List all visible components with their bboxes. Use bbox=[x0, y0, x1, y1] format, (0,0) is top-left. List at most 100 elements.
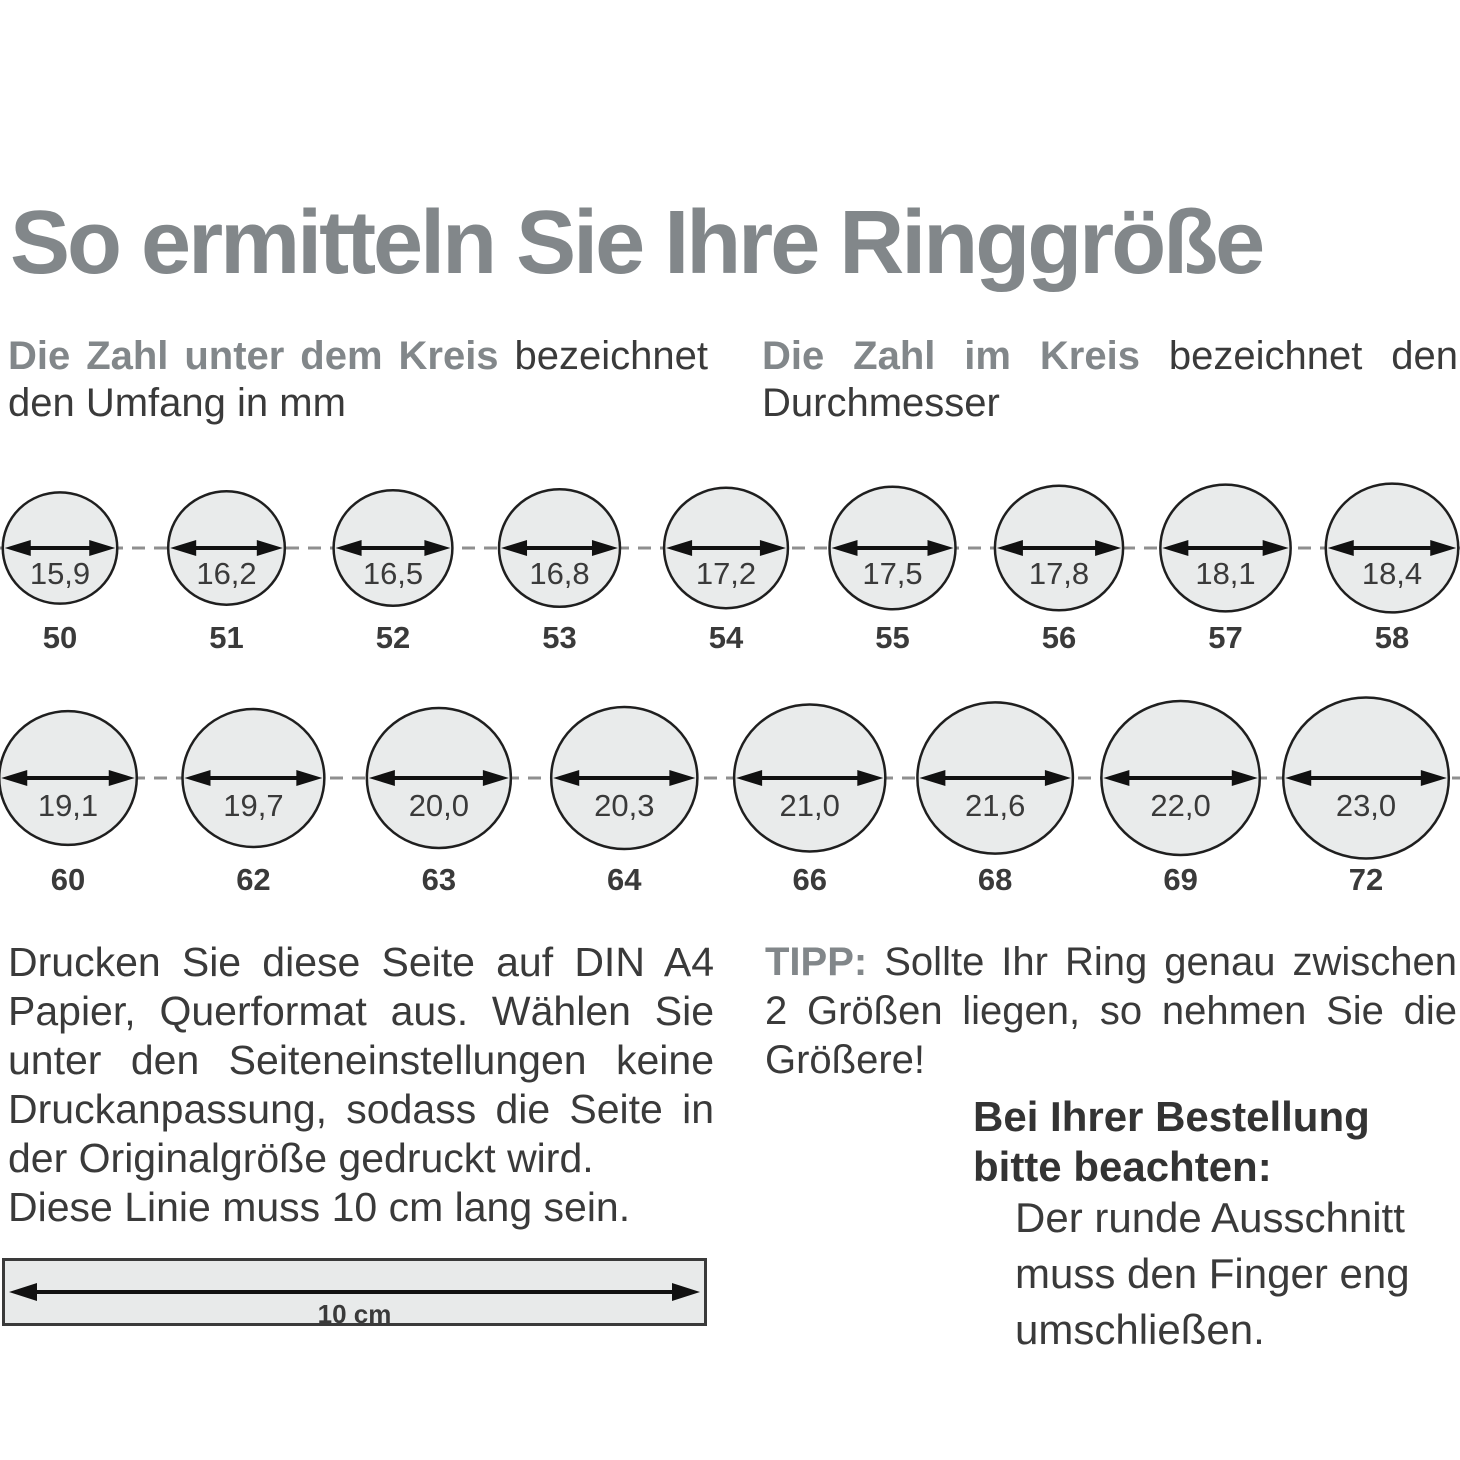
diameter-value: 15,9 bbox=[30, 556, 90, 591]
ring-circle: 17,8 56 bbox=[993, 484, 1125, 655]
ring-size-label: 52 bbox=[376, 620, 410, 655]
diameter-value: 17,2 bbox=[696, 556, 756, 591]
ring-size-label: 55 bbox=[875, 620, 909, 655]
ring-circle: 17,2 54 bbox=[662, 486, 790, 655]
diameter-value: 20,3 bbox=[594, 788, 654, 823]
diameter-value: 16,8 bbox=[529, 556, 589, 591]
subtitle-right-line2: Durchmesser bbox=[762, 381, 1000, 425]
instruction-line: Papier, Querformat aus. Wählen Sie bbox=[8, 988, 714, 1034]
ring-circle: 22,0 69 bbox=[1100, 699, 1262, 897]
ring-size-label: 68 bbox=[978, 862, 1012, 897]
ring-circle: 20,0 63 bbox=[365, 706, 513, 897]
arrowhead-right-icon bbox=[1044, 770, 1071, 786]
arrowhead-right-icon bbox=[1420, 770, 1447, 786]
arrowhead-right-icon bbox=[1262, 540, 1289, 556]
arrowhead-left-icon bbox=[1, 770, 28, 786]
ring-size-row-2: 19,1 60 19,7 62 20,0 63 20,3 64 21,0 66 21,6 68 22,0… bbox=[0, 696, 1460, 897]
ring-circle: 18,4 58 bbox=[1324, 482, 1460, 655]
tip-line1: TIPP: Sollte Ihr Ring genau zwischen bbox=[765, 938, 1457, 987]
arrowhead-right-icon bbox=[424, 540, 451, 556]
subtitle-right-line1: Die Zahl im Kreis bezeichnet den bbox=[762, 333, 1458, 380]
instruction-line: unter den Seiteneinstellungen keine bbox=[8, 1037, 714, 1083]
arrowhead-left-icon bbox=[996, 540, 1023, 556]
ring-circle: 19,1 60 bbox=[0, 709, 138, 897]
ring-size-label: 60 bbox=[51, 862, 85, 897]
arrowhead-right-icon bbox=[482, 770, 509, 786]
arrowhead-right-icon bbox=[591, 540, 618, 556]
diameter-value: 23,0 bbox=[1336, 788, 1396, 823]
arrowhead-right-icon bbox=[296, 770, 323, 786]
ring-size-label: 51 bbox=[209, 620, 243, 655]
arrowhead-left-icon bbox=[501, 540, 528, 556]
subtitle-left-rest: bezeichnet bbox=[514, 334, 708, 378]
arrowhead-right-icon bbox=[256, 540, 283, 556]
ring-size-label: 62 bbox=[236, 862, 270, 897]
ring-circle: 18,1 57 bbox=[1159, 483, 1292, 655]
arrowhead-right-icon bbox=[89, 540, 116, 556]
subtitle-left-accent: Die Zahl unter dem Kreis bbox=[8, 334, 499, 378]
arrowhead-right-icon bbox=[927, 540, 954, 556]
ring-circle: 23,0 72 bbox=[1281, 696, 1451, 897]
ruler-label: 10 cm bbox=[317, 1299, 392, 1329]
tip-block: TIPP: Sollte Ihr Ring genau zwischen 2 G… bbox=[765, 938, 1457, 1085]
subtitle-right-accent: Die Zahl im Kreis bbox=[762, 334, 1140, 378]
arrowhead-left-icon bbox=[1162, 540, 1189, 556]
ring-size-label: 66 bbox=[792, 862, 826, 897]
subtitle-left-line2: den Umfang in mm bbox=[8, 381, 346, 425]
order-note-body-line2: muss den Finger eng bbox=[1015, 1250, 1410, 1297]
order-note-body: Der runde Ausschnitt muss den Finger eng… bbox=[1015, 1190, 1455, 1358]
arrowhead-right-icon bbox=[1231, 770, 1258, 786]
arrowhead-left-icon bbox=[919, 770, 946, 786]
ring-size-label: 56 bbox=[1042, 620, 1076, 655]
diameter-value: 16,2 bbox=[196, 556, 256, 591]
diameter-value: 21,0 bbox=[780, 788, 840, 823]
ring-size-label: 50 bbox=[43, 620, 77, 655]
tip-label: TIPP: bbox=[765, 940, 868, 984]
arrowhead-left-icon bbox=[1103, 770, 1130, 786]
ring-size-label: 64 bbox=[607, 862, 642, 897]
diameter-value: 21,6 bbox=[965, 788, 1025, 823]
subtitle-right-rest: bezeichnet den bbox=[1168, 334, 1458, 378]
ruler-arrow-icon bbox=[9, 1283, 700, 1301]
instruction-line: Drucken Sie diese Seite auf DIN A4 bbox=[8, 939, 714, 985]
ring-size-label: 58 bbox=[1375, 620, 1409, 655]
ring-size-label: 57 bbox=[1208, 620, 1242, 655]
ring-size-label: 53 bbox=[542, 620, 576, 655]
diameter-value: 22,0 bbox=[1150, 788, 1210, 823]
arrowhead-right-icon bbox=[759, 540, 786, 556]
ring-size-row-1: 15,9 50 16,2 51 16,5 52 16,8 53 17,2 54 17,5 55 17,8… bbox=[0, 482, 1460, 655]
arrowhead-left-icon bbox=[368, 770, 395, 786]
diameter-value: 16,5 bbox=[363, 556, 423, 591]
arrowhead-left-icon bbox=[335, 540, 362, 556]
arrowhead-left-icon bbox=[1327, 540, 1354, 556]
diameter-value: 18,1 bbox=[1195, 556, 1255, 591]
ring-circle: 16,5 52 bbox=[332, 489, 454, 655]
arrowhead-left-icon bbox=[553, 770, 580, 786]
arrowhead-right-icon bbox=[1430, 540, 1457, 556]
order-note-heading: Bei Ihrer Bestellung bitte beachten: bbox=[973, 1092, 1453, 1192]
ring-size-label: 69 bbox=[1163, 862, 1197, 897]
ring-size-label: 63 bbox=[422, 862, 456, 897]
arrowhead-right-icon bbox=[1095, 540, 1122, 556]
instruction-line: der Originalgröße gedruckt wird. bbox=[8, 1135, 594, 1181]
diameter-value: 19,7 bbox=[223, 788, 283, 823]
subtitle-right: Die Zahl im Kreis bezeichnet den Durchme… bbox=[762, 333, 1458, 427]
arrowhead-left-icon bbox=[184, 770, 211, 786]
ring-circle: 21,0 66 bbox=[732, 703, 887, 897]
subtitle-left-line1: Die Zahl unter dem Kreis bezeichnet bbox=[8, 333, 708, 380]
subtitle-left: Die Zahl unter dem Kreis bezeichnet den … bbox=[8, 333, 708, 427]
order-note-heading-line2: bitte beachten: bbox=[973, 1143, 1272, 1190]
arrowhead-right-icon bbox=[669, 770, 696, 786]
arrowhead-left-icon bbox=[1285, 770, 1312, 786]
diameter-value: 19,1 bbox=[38, 788, 98, 823]
diameter-value: 18,4 bbox=[1362, 556, 1422, 591]
arrowhead-left-icon bbox=[831, 540, 858, 556]
tip-line1-rest: Sollte Ihr Ring genau zwischen bbox=[884, 940, 1457, 984]
arrowhead-right-icon bbox=[857, 770, 884, 786]
order-note-body-line1: Der runde Ausschnitt bbox=[1015, 1194, 1405, 1241]
arrowhead-right-icon bbox=[108, 770, 135, 786]
ring-circle: 15,9 50 bbox=[1, 491, 119, 655]
arrowhead-left-icon bbox=[170, 540, 197, 556]
ring-circle: 17,5 55 bbox=[828, 485, 957, 655]
print-instructions: Drucken Sie diese Seite auf DIN A4 Papie… bbox=[8, 938, 714, 1232]
